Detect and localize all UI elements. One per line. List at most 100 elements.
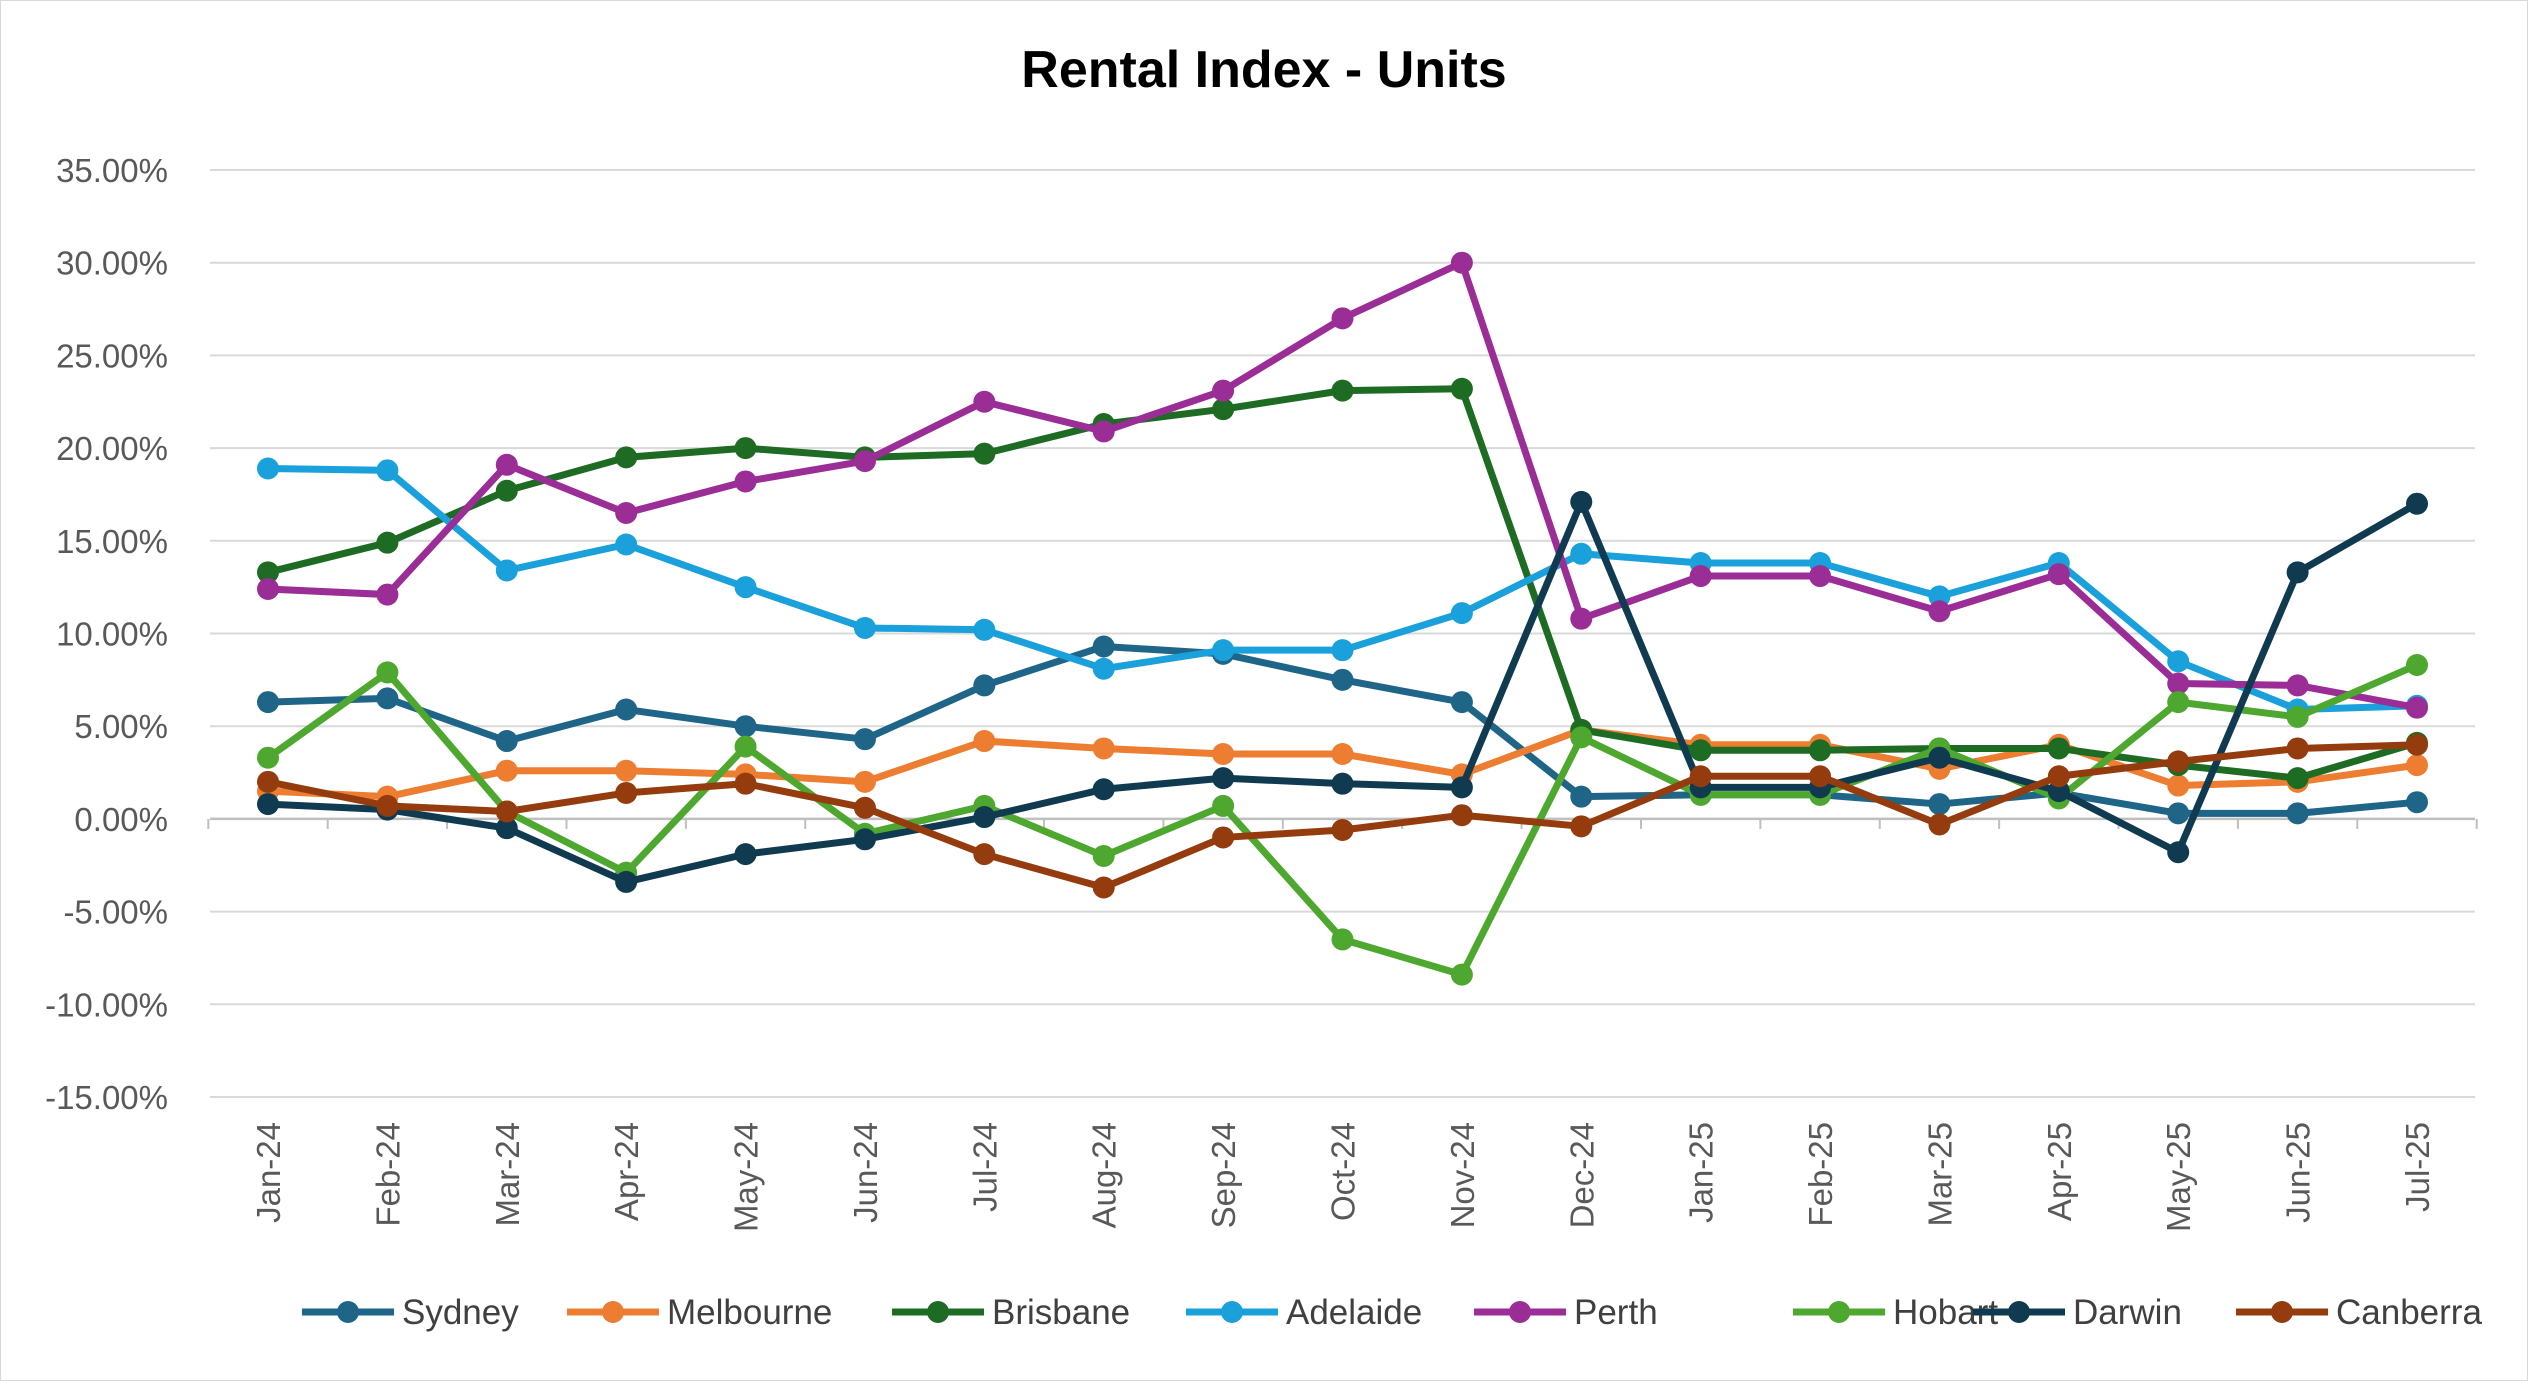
legend-label: Melbourne [667,1293,832,1332]
data-point [973,806,996,829]
data-point [376,794,399,817]
data-point [1570,490,1593,513]
y-tick-label: 25.00% [56,337,168,374]
data-point [495,479,518,502]
data-point [1331,819,1354,842]
legend-label: Brisbane [992,1293,1130,1332]
x-tick-label: Jul-24 [966,1122,1003,1212]
data-point [1809,765,1832,788]
data-point [2047,765,2070,788]
data-point [2047,737,2070,760]
data-point [615,533,638,556]
data-point [973,674,996,697]
data-point [2286,705,2309,728]
y-tick-label: 0.00% [74,801,168,838]
data-point [376,459,399,482]
data-point [1212,826,1235,849]
data-point [853,728,876,751]
series-canberra [257,733,2428,899]
legend: Sydney Melbourne Brisbane Adelaide Perth Hoba… [302,1293,2482,1332]
data-point [1450,377,1473,400]
data-point [1809,565,1832,588]
x-tick-label: Jul-25 [2399,1122,2436,1212]
data-point [853,770,876,793]
data-point [2286,561,2309,584]
data-point [257,691,279,714]
legend-marker [1828,1301,1850,1323]
y-tick-label: 15.00% [56,523,168,560]
data-point [1450,963,1473,986]
legend-marker [602,1301,624,1323]
legend-item-hobart: Hobart [1793,1293,1998,1332]
legend-marker [1221,1301,1243,1323]
data-point [734,715,757,738]
y-tick-label: 30.00% [56,245,168,282]
x-tick-label: Jun-25 [2280,1122,2317,1223]
legend-label: Darwin [2073,1293,2182,1332]
data-point [1212,794,1235,817]
data-point [973,442,996,465]
x-tick-label: Aug-24 [1086,1122,1123,1228]
data-point [1450,691,1473,714]
data-point [853,828,876,851]
data-point [495,559,518,582]
y-tick-label: -15.00% [45,1079,168,1116]
y-tick-label: 10.00% [56,616,168,653]
data-point [615,781,638,804]
data-point [257,561,279,584]
data-point [1570,785,1593,808]
legend-item-darwin: Darwin [1973,1293,2182,1332]
data-point [2167,774,2190,797]
y-tick-label: -5.00% [63,894,168,931]
data-point [2286,767,2309,790]
legend-marker [2008,1301,2030,1323]
data-point [376,661,399,684]
x-tick-label: Feb-24 [369,1122,406,1227]
data-point [2406,654,2428,677]
data-point [1450,776,1473,799]
data-point [734,470,757,493]
data-point [257,746,279,769]
data-point [2406,492,2428,515]
data-point [1212,379,1235,402]
data-point [734,772,757,795]
data-point [1570,607,1593,630]
series-lines [257,251,2428,986]
legend-marker [2271,1301,2293,1323]
legend-item-brisbane: Brisbane [892,1293,1130,1332]
data-point [853,616,876,639]
data-point [257,793,279,816]
data-point [376,531,399,554]
data-point [1570,726,1593,749]
data-point [1092,778,1115,801]
legend-item-canberra: Canberra [2236,1293,2482,1332]
x-tick-label: May-25 [2160,1122,2197,1232]
data-point [853,450,876,473]
x-tick-label: Sep-24 [1205,1122,1242,1228]
data-point [2286,802,2309,825]
data-point [1689,765,1712,788]
data-point [734,843,757,866]
legend-marker [927,1301,949,1323]
legend-label: Canberra [2336,1293,2482,1332]
data-point [1570,542,1593,565]
series-sydney [257,635,2428,825]
legend-marker [1509,1301,1531,1323]
data-point [495,800,518,823]
series-brisbane [257,377,2428,790]
data-point [1331,928,1354,951]
data-point [1450,602,1473,625]
data-point [257,578,279,601]
gridlines [207,169,2478,1098]
y-tick-label: -10.00% [45,986,168,1023]
data-point [1212,743,1235,766]
data-point [257,457,279,480]
legend-label: Sydney [402,1293,519,1332]
data-point [257,770,279,793]
x-tick-label: Nov-24 [1444,1122,1481,1228]
x-tick-label: May-24 [728,1122,765,1232]
data-point [973,390,996,413]
x-tick-label: Dec-24 [1563,1122,1600,1228]
data-point [1212,767,1235,790]
